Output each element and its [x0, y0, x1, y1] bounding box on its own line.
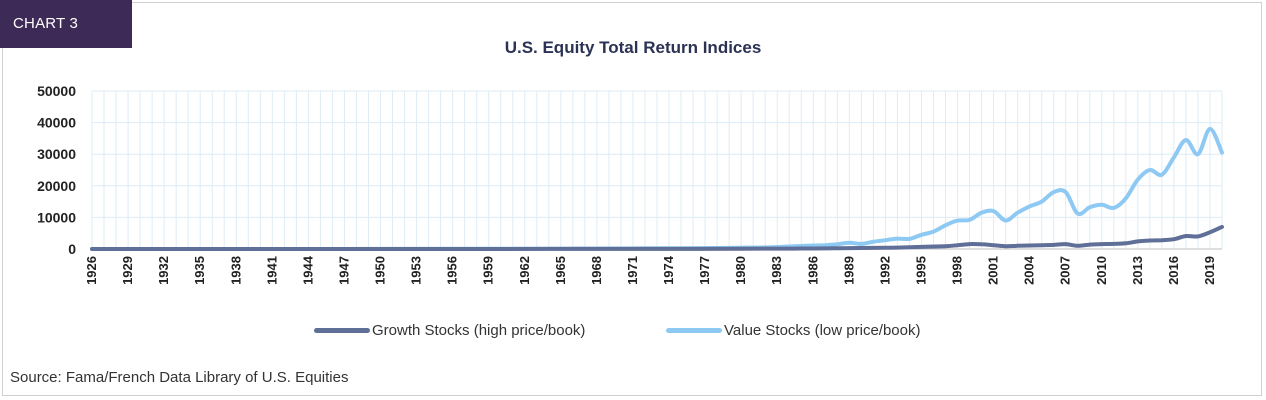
x-tick-label: 1956	[445, 256, 460, 285]
x-tick-label: 1971	[625, 256, 640, 285]
x-tick-label: 1983	[769, 256, 784, 285]
series	[90, 126, 1224, 252]
x-tick-label: 1980	[733, 256, 748, 285]
x-tick-label: 2013	[1130, 256, 1145, 285]
grid	[91, 90, 1223, 250]
x-tick-label: 1953	[409, 256, 424, 285]
legend-label-value: Value Stocks (low price/book)	[724, 322, 921, 339]
x-tick-label: 1989	[841, 256, 856, 285]
x-tick-label: 1950	[373, 256, 388, 285]
y-tick-label: 10000	[37, 209, 76, 225]
y-tick-label: 50000	[37, 83, 76, 99]
legend-item-growth: Growth Stocks (high price/book)	[314, 322, 585, 339]
x-tick-label: 1974	[661, 255, 676, 285]
legend-label-growth: Growth Stocks (high price/book)	[372, 322, 586, 339]
x-tick-label: 1935	[192, 256, 207, 285]
x-tick-label: 1977	[697, 256, 712, 285]
y-tick-label: 20000	[37, 178, 76, 194]
legend-swatch-value	[666, 328, 722, 333]
x-tick-label: 2007	[1058, 256, 1073, 285]
legend-swatch-growth	[314, 328, 370, 333]
x-tick-label: 1998	[950, 256, 965, 285]
x-tick-label: 1959	[481, 256, 496, 285]
x-tick-label: 1929	[120, 256, 135, 285]
source-note: Source: Fama/French Data Library of U.S.…	[10, 369, 349, 386]
x-tick-labels: 1926 1929 1932 1935 1938 1941 1944 1947 1950 1953…	[84, 255, 1217, 285]
y-tick-label: 30000	[37, 146, 76, 162]
series-line-growth	[90, 224, 1224, 252]
y-tick-labels: 0 10000 20000 30000 40000 50000	[37, 83, 76, 257]
x-tick-label: 2019	[1202, 256, 1217, 285]
x-tick-label: 1962	[517, 256, 532, 285]
x-tick-label: 1965	[553, 256, 568, 285]
chart-title: U.S. Equity Total Return Indices	[504, 38, 762, 57]
x-tick-label: 1926	[84, 256, 99, 285]
x-tick-label: 1947	[336, 256, 351, 285]
x-tick-label: 1986	[805, 256, 820, 285]
y-tick-label: 0	[68, 241, 76, 257]
y-tick-label: 40000	[37, 115, 76, 131]
x-tick-label: 2010	[1094, 256, 1109, 285]
x-tick-label: 1944	[300, 255, 315, 285]
x-tick-label: 1995	[913, 256, 928, 285]
x-tick-label: 1938	[228, 256, 243, 285]
legend-item-value: Value Stocks (low price/book)	[666, 322, 920, 339]
legend: Growth Stocks (high price/book) Value St…	[0, 322, 1266, 346]
x-tick-label: 1932	[156, 256, 171, 285]
x-tick-label: 2004	[1022, 255, 1037, 285]
x-tick-label: 1992	[877, 256, 892, 285]
x-tick-label: 1968	[589, 256, 604, 285]
x-tick-label: 1941	[264, 256, 279, 285]
x-tick-label: 2001	[986, 256, 1001, 285]
x-tick-label: 2016	[1166, 256, 1181, 285]
chart-number-badge: CHART 3	[0, 0, 132, 48]
